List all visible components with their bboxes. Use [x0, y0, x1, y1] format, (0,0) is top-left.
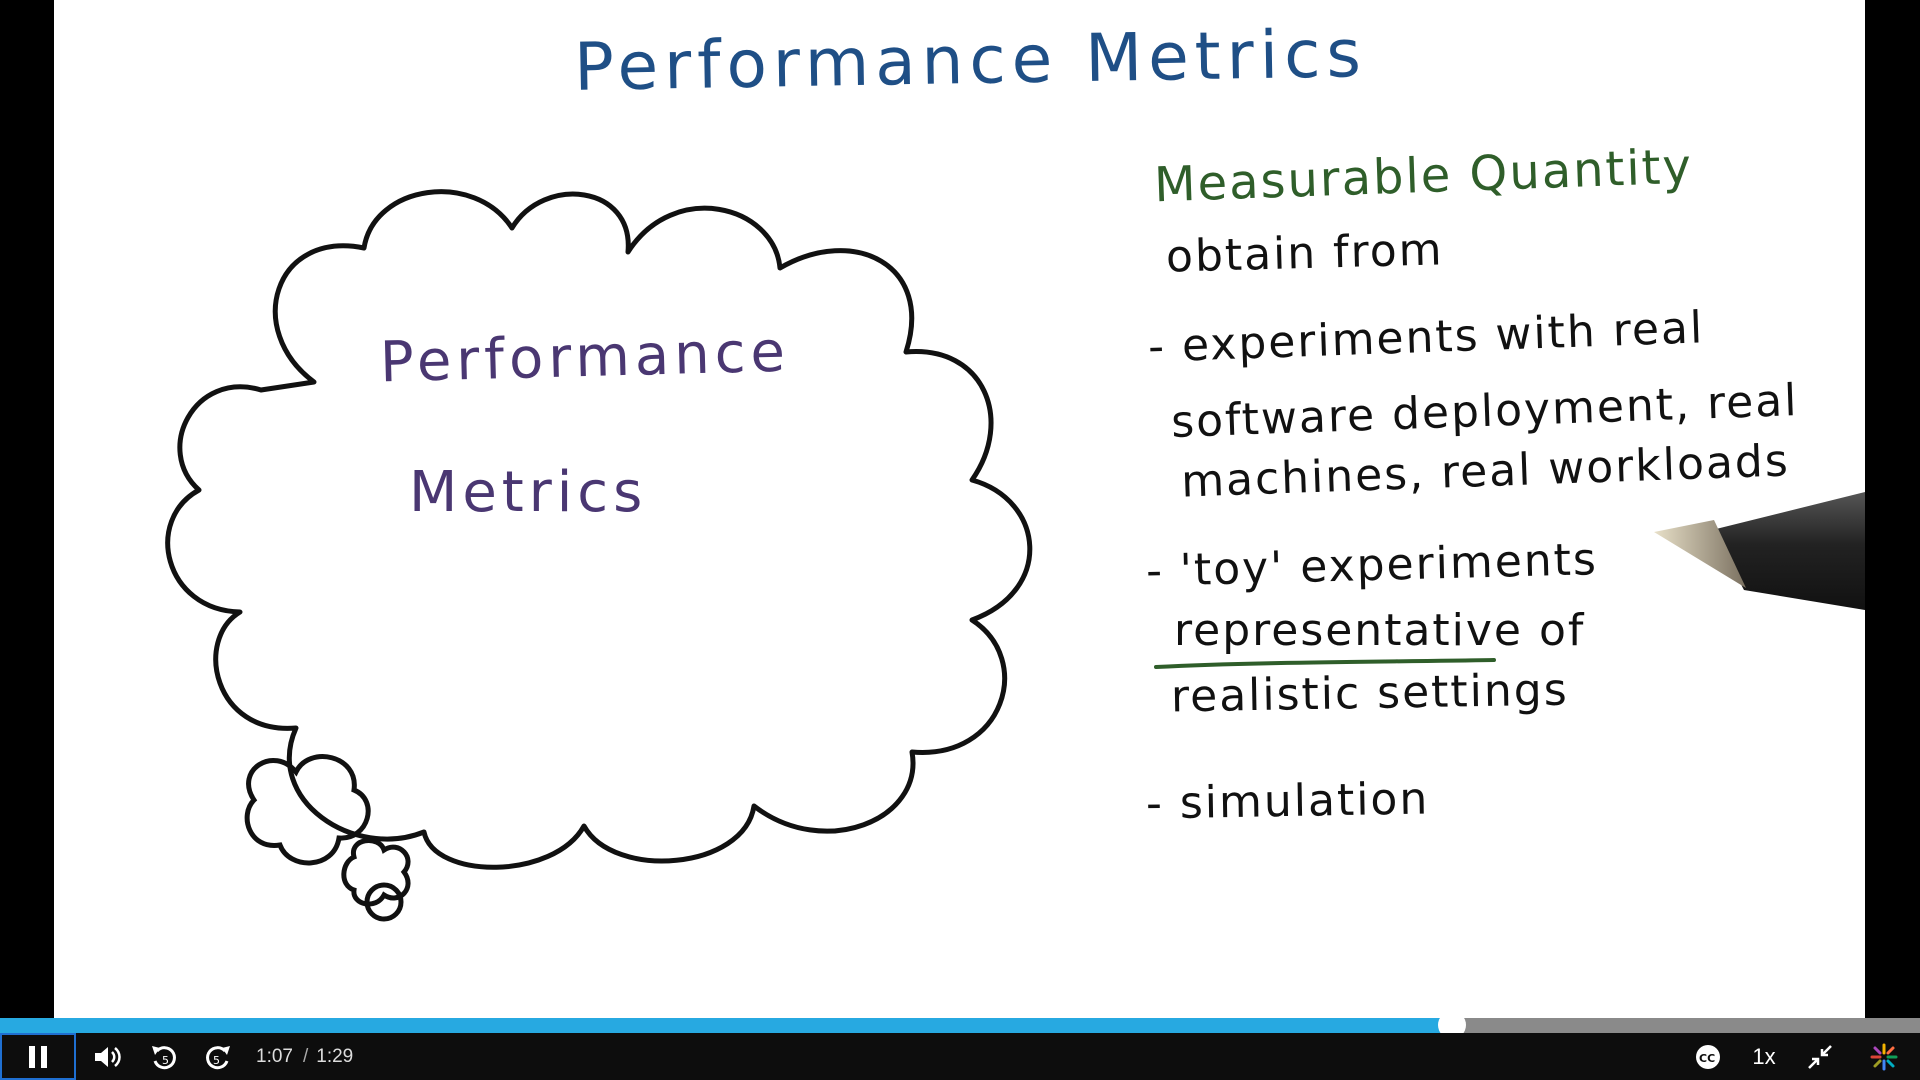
thought-bubble-small [364, 882, 404, 922]
slide-title: Performance Metrics [573, 15, 1368, 106]
playback-speed-button[interactable]: 1x [1752, 1043, 1776, 1069]
captions-button[interactable]: CC [1688, 1033, 1728, 1080]
thought-cloud-drawing [165, 189, 1496, 922]
thought-bubble-medium [341, 838, 411, 907]
forward-5-icon: 5 [206, 1045, 230, 1069]
cloud-text-line2: Metrics [409, 460, 648, 525]
play-pause-button[interactable] [0, 1033, 76, 1080]
rewind-5-icon: 5 [152, 1045, 176, 1069]
progress-bar-fill [0, 1018, 1452, 1033]
note-line: - simulation [1145, 773, 1430, 830]
current-time: 1:07 [256, 1046, 293, 1067]
brand-logo-icon [1870, 1043, 1898, 1070]
pause-icon [29, 1045, 47, 1068]
lecture-slide: Performance Metrics Performance Metrics … [54, 0, 1865, 1018]
time-display: 1:07 / 1:29 [256, 1033, 353, 1080]
svg-text:5: 5 [162, 1054, 169, 1067]
volume-icon [95, 1046, 121, 1067]
representative-underline [1154, 658, 1496, 669]
video-viewport[interactable]: Performance Metrics Performance Metrics … [0, 0, 1920, 1018]
note-line: realistic settings [1170, 664, 1570, 723]
exit-fullscreen-button[interactable] [1800, 1033, 1840, 1080]
exit-fullscreen-icon [1808, 1044, 1832, 1069]
thought-bubble-large [244, 754, 371, 866]
player-control-bar: 5 5 1:07 / 1:29 CC 1x [0, 1033, 1920, 1080]
pen-tip-image [1654, 492, 1865, 610]
brand-logo [1862, 1033, 1906, 1080]
rewind-button[interactable]: 5 [142, 1033, 186, 1080]
note-line: representative of [1174, 605, 1586, 656]
forward-button[interactable]: 5 [196, 1033, 240, 1080]
cloud-text-line1: Performance [379, 319, 791, 396]
volume-button[interactable] [88, 1033, 128, 1080]
svg-text:CC: CC [1699, 1052, 1715, 1065]
thought-cloud [165, 189, 1033, 870]
duration: 1:29 [316, 1046, 354, 1067]
note-line: obtain from [1165, 224, 1445, 283]
closed-captions-icon: CC [1696, 1044, 1720, 1069]
time-separator: / [302, 1046, 309, 1067]
progress-bar[interactable] [0, 1011, 1920, 1039]
svg-text:5: 5 [213, 1054, 220, 1067]
